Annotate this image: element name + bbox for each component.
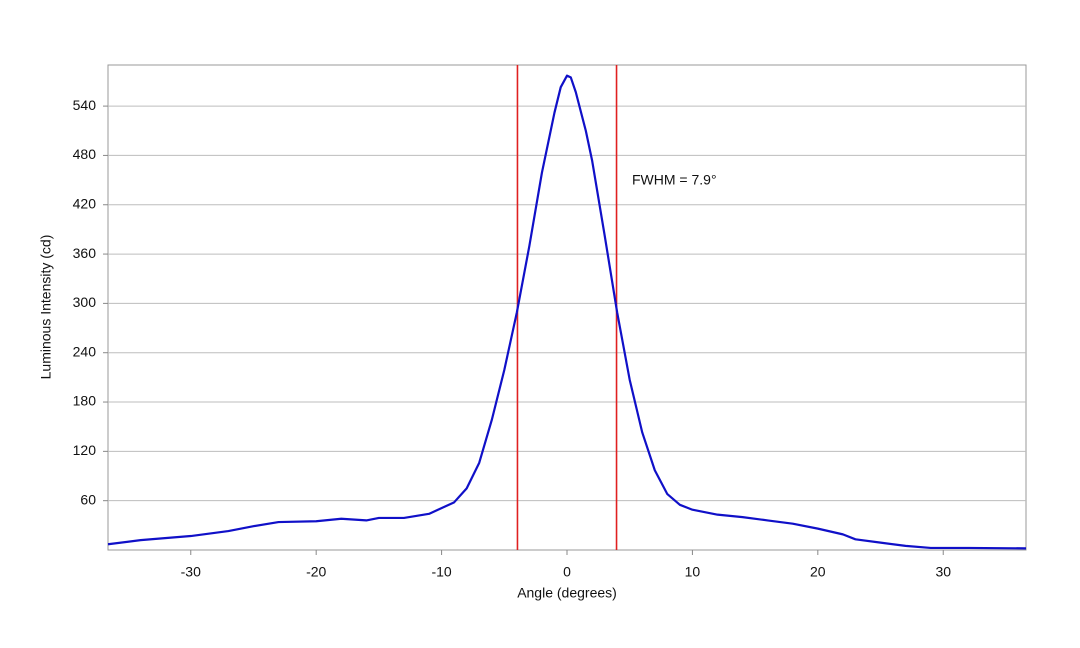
y-tick-label: 420 [73, 195, 97, 211]
y-tick-label: 120 [73, 442, 97, 458]
y-tick-label: 540 [73, 97, 97, 113]
y-tick-label: 300 [73, 294, 97, 310]
annotation: FWHM = 7.9° [632, 172, 717, 188]
x-tick-label: 0 [563, 564, 571, 580]
x-tick-label: 30 [935, 564, 951, 580]
x-tick-label: 20 [810, 564, 826, 580]
x-axis-label: Angle (degrees) [517, 585, 617, 601]
x-tick-label: -10 [431, 564, 451, 580]
data-line [107, 74, 1027, 550]
y-tick-label: 60 [80, 491, 96, 507]
x-tick-label: -30 [181, 564, 201, 580]
y-tick-label: 480 [73, 146, 97, 162]
y-axis-label: Luminous Intensity (cd) [38, 235, 54, 380]
y-tick-label: 360 [73, 245, 97, 261]
x-tick-label: 10 [685, 564, 701, 580]
y-tick-label: 180 [73, 393, 97, 409]
y-tick-label: 240 [73, 343, 97, 359]
x-tick-label: -20 [306, 564, 326, 580]
plot-frame [107, 64, 1027, 551]
